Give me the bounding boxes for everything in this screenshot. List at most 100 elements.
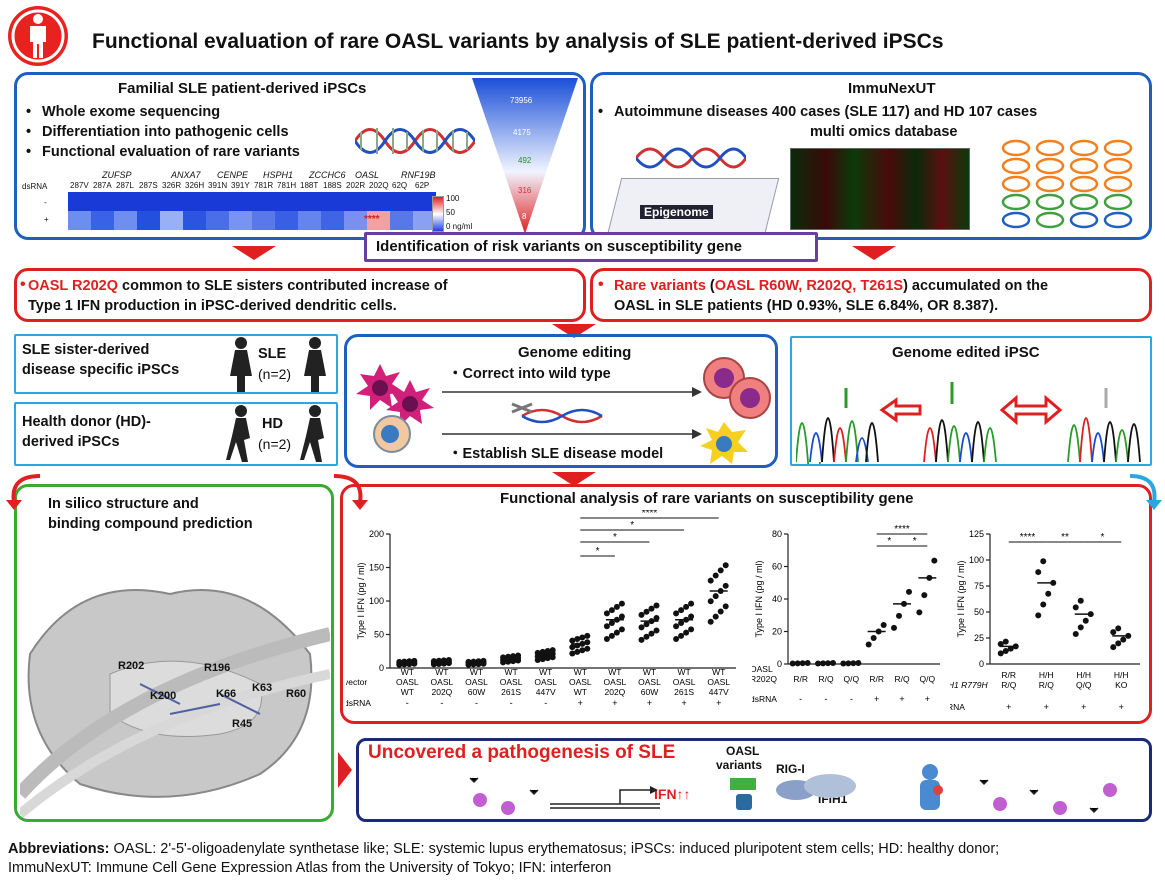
dsrna-label: + xyxy=(647,698,652,708)
dsrna-label: + xyxy=(1119,702,1124,712)
data-point xyxy=(1077,624,1084,631)
x-category-label: OASL xyxy=(500,677,523,687)
y-tick-label: 100 xyxy=(969,555,984,565)
heat-cell xyxy=(137,211,160,230)
heat-cell xyxy=(68,211,91,230)
x-category-label: H/H xyxy=(1114,670,1129,680)
y-tick-label: 0 xyxy=(979,659,984,669)
row-label: dsRNA xyxy=(752,694,777,704)
x-category-label: H/H xyxy=(1039,670,1054,680)
down-arrow-icon xyxy=(552,472,596,486)
data-point xyxy=(618,600,625,607)
immunexut-line2: multi omics database xyxy=(810,124,958,140)
x-category-label: WT xyxy=(712,667,725,677)
data-point xyxy=(618,613,625,620)
woman-silhouette-icon xyxy=(230,337,252,392)
data-point xyxy=(673,610,680,617)
data-point xyxy=(722,603,729,610)
curved-arrow-icon xyxy=(333,474,368,510)
person-logo-icon xyxy=(6,4,70,68)
data-point xyxy=(539,648,546,655)
data-point xyxy=(608,619,615,626)
editing-step2: ・Establish SLE disease model xyxy=(448,446,664,462)
data-point xyxy=(579,634,586,641)
x-category-label: WT xyxy=(401,687,414,697)
funnel-count: 73956 xyxy=(510,96,533,105)
dsrna-label: - xyxy=(406,698,409,708)
x-category-label: WT xyxy=(504,667,517,677)
uncovered-panel xyxy=(356,738,1152,822)
bullet-dot: • xyxy=(20,276,26,293)
data-point xyxy=(683,629,690,636)
data-point xyxy=(1045,590,1052,597)
heat-gene-label: CENPE xyxy=(217,170,249,180)
sig-label: * xyxy=(913,536,917,547)
data-point xyxy=(510,653,517,660)
heat-cell xyxy=(114,192,137,211)
y-tick-label: 200 xyxy=(369,529,384,539)
variant-funnel xyxy=(472,78,578,234)
heat-col-label: 202R xyxy=(346,181,366,190)
y-tick-label: 20 xyxy=(772,627,782,637)
finding2-red: Rare variants xyxy=(614,278,706,294)
x-category-label: R/Q xyxy=(894,674,910,684)
x-category-label: OASL xyxy=(707,677,730,687)
x-category-label: H/H xyxy=(1076,670,1091,680)
editing-step1: ・Correct into wild type xyxy=(448,366,611,382)
cell-icon xyxy=(1035,193,1065,211)
data-point xyxy=(613,603,620,610)
finding1-rest: common to SLE sisters contributed increa… xyxy=(118,278,448,294)
sle-l2: disease specific iPSCs xyxy=(22,362,180,378)
data-point xyxy=(1110,629,1117,636)
ipsc-panel xyxy=(14,72,586,240)
x-category-label: 261S xyxy=(501,687,521,697)
sle-l1: SLE sister-derived xyxy=(22,342,150,358)
dsrna-label: - xyxy=(544,698,547,708)
heat-cell xyxy=(367,211,390,230)
row-label: R202Q xyxy=(752,674,777,684)
data-point xyxy=(931,557,938,564)
ipsc-bullets: Whole exome sequencing Differentiation i… xyxy=(26,102,300,162)
y-tick-label: 50 xyxy=(974,607,984,617)
x-category-label: WT xyxy=(608,667,621,677)
data-point xyxy=(608,607,615,614)
heat-row-minus: - xyxy=(44,198,47,207)
data-point xyxy=(722,582,729,589)
x-category-label: 261S xyxy=(674,687,694,697)
data-point xyxy=(1040,558,1047,565)
data-point xyxy=(1115,625,1122,632)
cell-icon xyxy=(1035,157,1065,175)
data-point xyxy=(1082,617,1089,624)
data-point xyxy=(638,611,645,618)
finding2-text: Rare variants (OASL R60W, R202Q, T261S) … xyxy=(614,276,1048,316)
heat-cell xyxy=(183,211,206,230)
funnel-count: 316 xyxy=(518,186,532,195)
x-category-label: R/Q xyxy=(818,674,834,684)
data-point xyxy=(1007,645,1014,652)
scale-label: 50 xyxy=(446,208,455,217)
x-category-label: OASL xyxy=(638,677,661,687)
sig-label: * xyxy=(596,546,600,557)
heat-cell xyxy=(413,192,436,211)
dna-helix-icon xyxy=(355,128,475,154)
data-point xyxy=(603,623,610,630)
y-axis-label: Type I IFN (pg / ml) xyxy=(754,560,764,637)
data-point xyxy=(613,629,620,636)
y-axis-label: Type I IFN (pg / ml) xyxy=(356,562,366,639)
dsrna-label: - xyxy=(475,698,478,708)
data-point xyxy=(678,607,685,614)
dsrna-label: + xyxy=(1081,702,1086,712)
finding2-variants: OASL R60W, R202Q, T261S xyxy=(714,278,904,294)
sig-label: **** xyxy=(1020,532,1036,543)
residue-label: K200 xyxy=(150,690,177,702)
y-tick-label: 150 xyxy=(369,563,384,573)
finding1-variant: OASL R202Q xyxy=(28,278,118,294)
protein-structure xyxy=(20,589,330,818)
down-arrow-icon xyxy=(852,246,896,260)
data-point xyxy=(688,626,695,633)
insilico-heading: In silico structure and binding compound … xyxy=(48,494,253,534)
functional-heading: Functional analysis of rare variants on … xyxy=(500,490,914,507)
x-category-label: WT xyxy=(539,667,552,677)
chromatogram xyxy=(796,382,1141,464)
x-category-label: 447V xyxy=(536,687,556,697)
